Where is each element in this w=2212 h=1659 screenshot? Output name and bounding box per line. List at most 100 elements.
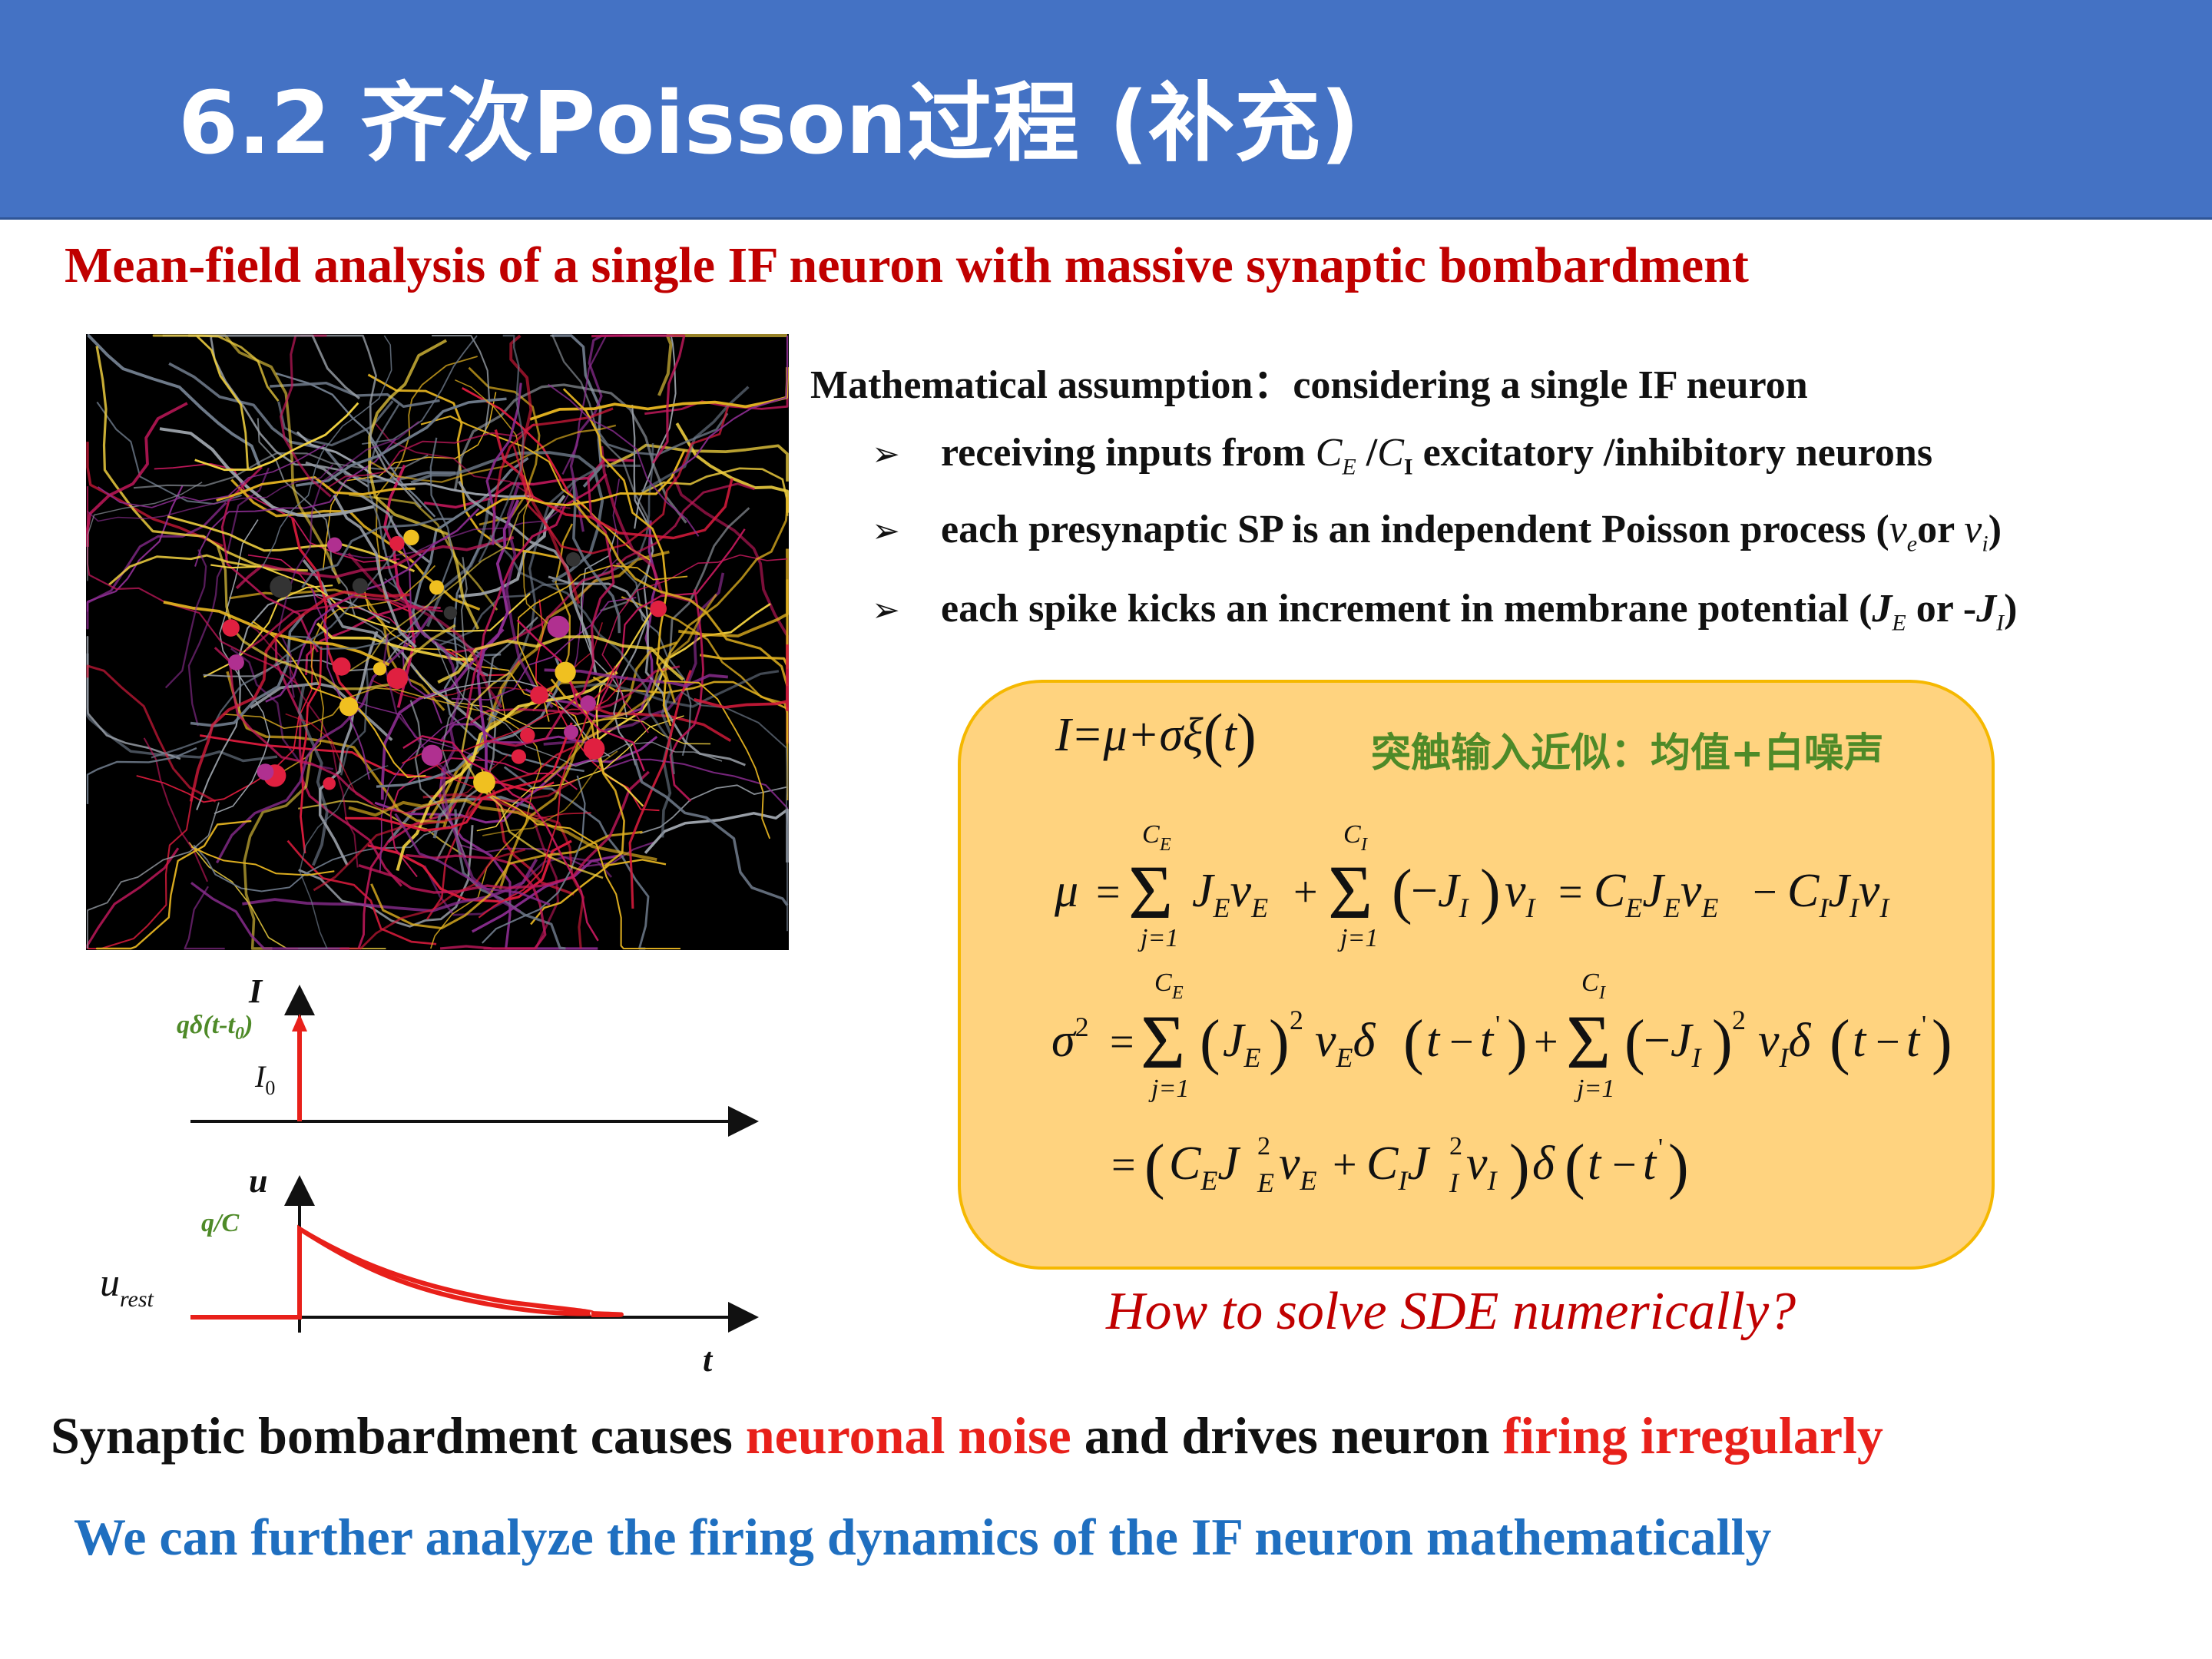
svg-text:): ) [1932, 1008, 1952, 1076]
assumption-heading: Mathematical assumption：considering a si… [810, 363, 1808, 407]
svg-text:+: + [1534, 1018, 1558, 1066]
time-axis-label: t [703, 1341, 714, 1379]
dendrite-strands [86, 334, 789, 950]
svg-text:': ' [1495, 1011, 1500, 1039]
svg-text:C: C [1581, 969, 1599, 997]
potential-axis-label: u [249, 1162, 267, 1200]
svg-text:vI: vI [1466, 1137, 1498, 1196]
equation-variance: σ2 = Σ C E j=1 ( JE ) 2 vEδ ( t − t ' ) … [1051, 969, 1952, 1103]
svg-text:': ' [1658, 1134, 1663, 1162]
numerical-question: How to solve SDE numerically? [1106, 1282, 1796, 1341]
svg-text:j=1: j=1 [1137, 924, 1178, 952]
highlight-neuronal-noise: neuronal noise [745, 1406, 1071, 1465]
slide-title: 6.2 齐次Poisson过程 (补充) [178, 74, 1360, 174]
arrow-bullet-icon: ➢ [872, 591, 900, 630]
baseline-current-label: I0 [254, 1059, 275, 1099]
svg-text:vIδ: vIδ [1758, 1015, 1812, 1073]
svg-text:−JI: −JI [1644, 1015, 1703, 1073]
svg-text:CEJEvE: CEJEvE [1594, 865, 1718, 923]
title-bar [0, 0, 2212, 220]
svg-text:+: + [1333, 1141, 1357, 1189]
svg-text:−JI: −JI [1411, 865, 1470, 923]
svg-text:(: ( [1392, 858, 1412, 926]
arrow-bullet-icon: ➢ [872, 435, 900, 474]
svg-text:): ) [1480, 858, 1501, 926]
svg-text:(: ( [1403, 1008, 1424, 1076]
svg-text:I: I [1360, 835, 1368, 855]
svg-text:t: t [1643, 1137, 1657, 1190]
conclusion-line-1: Synaptic bombardment causes neuronal noi… [51, 1406, 1883, 1465]
svg-text:δ: δ [1532, 1137, 1555, 1190]
svg-text:t: t [1853, 1015, 1867, 1067]
svg-text:): ) [1712, 1008, 1733, 1076]
svg-text:(: ( [1565, 1133, 1585, 1200]
current-axis-label: I [248, 972, 263, 1010]
svg-text:Σ: Σ [1141, 999, 1185, 1084]
equation-mean: μ = Σ C E j=1 JEvE + Σ C I j=1 ( −JI ) v… [1054, 820, 1890, 952]
arrow-bullet-icon: ➢ [872, 512, 900, 551]
svg-text:C: C [1154, 969, 1172, 997]
svg-text:+: + [1293, 869, 1318, 916]
svg-text:vEδ: vEδ [1315, 1015, 1376, 1073]
svg-text:−: − [1876, 1018, 1900, 1066]
svg-text:CIJIvI: CIJIvI [1787, 865, 1890, 923]
svg-text:I: I [1449, 1167, 1460, 1198]
assumption-bullet-3: ➢ each spike kicks an increment in membra… [872, 587, 2018, 636]
svg-text:): ) [1269, 1008, 1290, 1076]
svg-text:(: ( [1624, 1008, 1645, 1076]
impulse-response-plot: I qδ(t-t0) I0 u q/C urest t [100, 972, 759, 1379]
svg-text:=: = [1096, 869, 1121, 916]
assumption-bullet-2: ➢ each presynaptic SP is an independent P… [872, 508, 2002, 557]
svg-text:vE: vE [1279, 1137, 1317, 1196]
svg-text:2: 2 [1290, 1005, 1303, 1035]
approximation-note: 突触输入近似：均值+白噪声 [1371, 730, 1884, 777]
svg-text:(: ( [1830, 1008, 1850, 1076]
svg-text:j=1: j=1 [1337, 924, 1378, 952]
svg-text:': ' [1922, 1011, 1926, 1039]
svg-text:2: 2 [1732, 1005, 1746, 1035]
equation-box [958, 680, 1995, 1270]
equation-variance-simplified: = ( CEJ 2 E vE + CIJ 2 I vI ) δ ( t − t … [1111, 1132, 1689, 1200]
svg-text:2: 2 [1449, 1132, 1462, 1161]
impulse-arrowhead [292, 1014, 307, 1031]
neuron-network-drawing [86, 334, 789, 950]
svg-text:E: E [1257, 1167, 1274, 1198]
jump-size-label: q/C [201, 1209, 239, 1237]
svg-text:E: E [1171, 983, 1184, 1003]
equation-set: I=μ+σξ(t) μ = Σ C E j=1 JEvE + Σ C I j=1… [1051, 701, 1952, 1200]
svg-text:t: t [1906, 1015, 1921, 1067]
svg-text:JE: JE [1223, 1015, 1261, 1073]
svg-text:C: C [1343, 820, 1361, 849]
svg-text:−: − [1449, 1018, 1474, 1066]
svg-text:Σ: Σ [1128, 849, 1173, 935]
assumption-bullet-1: ➢ receiving inputs from CE /CI excitatory… [872, 431, 1933, 480]
svg-text:): ) [1668, 1133, 1689, 1200]
svg-text:(: ( [1200, 1008, 1220, 1076]
svg-text:j=1: j=1 [1148, 1075, 1189, 1103]
highlight-firing-irregularly: firing irregularly [1502, 1406, 1883, 1465]
conclusion-line-2: We can further analyze the firing dynami… [74, 1508, 1772, 1566]
svg-text:t: t [1588, 1137, 1602, 1190]
svg-text:vI: vI [1505, 865, 1537, 923]
svg-text:): ) [1507, 1008, 1528, 1076]
svg-text:C: C [1142, 820, 1160, 849]
svg-text:Σ: Σ [1566, 999, 1611, 1084]
svg-text:JEvE: JEvE [1192, 865, 1268, 923]
neuron-network-image [86, 334, 789, 950]
svg-text:Σ: Σ [1328, 849, 1373, 935]
svg-text:=: = [1558, 869, 1583, 916]
membrane-potential-trace [190, 1224, 624, 1320]
svg-text:E: E [1159, 835, 1171, 855]
svg-text:−: − [1753, 869, 1777, 916]
svg-text:): ) [1509, 1133, 1530, 1200]
svg-text:I: I [1598, 983, 1606, 1003]
svg-text:CIJ: CIJ [1366, 1137, 1430, 1196]
svg-text:(: ( [1144, 1133, 1165, 1200]
svg-text:2: 2 [1257, 1132, 1270, 1161]
membrane-decay-curve [298, 1227, 595, 1316]
neuron-somas [222, 529, 667, 793]
equation-current: I=μ+σξ(t) [1055, 701, 1257, 768]
svg-text:j=1: j=1 [1574, 1075, 1614, 1103]
svg-text:t: t [1426, 1015, 1441, 1067]
svg-text:=: = [1111, 1141, 1136, 1189]
